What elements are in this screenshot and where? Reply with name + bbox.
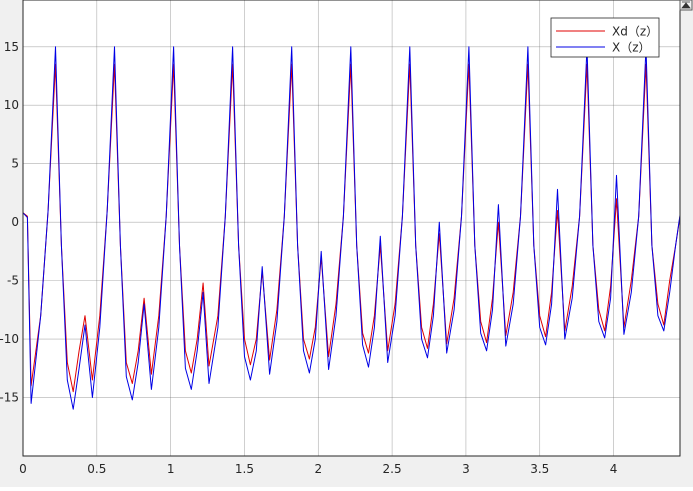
x-tick-label: 2.5 [383,462,402,476]
legend-label-x: X（z） [612,41,651,55]
legend-box [550,17,660,58]
axes-border [22,0,681,457]
y-tick-label: 10 [4,98,19,112]
y-tick-label: 0 [11,215,19,229]
y-tick-label: -5 [7,274,19,288]
restore-axes-icon [681,1,691,9]
y-tick-label: -15 [0,391,19,405]
x-tick-label: 2 [314,462,322,476]
y-tick-label: 15 [4,40,19,54]
x-tick-label: 0 [19,462,27,476]
series-layer [22,46,681,410]
legend-label-xd: Xd（z） [612,25,658,39]
y-tick-label: -10 [0,332,19,346]
tick-labels: 0 0.5 1 1.5 2 2.5 3 3.5 4 -15 -10 -5 0 5 10 15 [0,40,617,476]
x-tick-label: 3.5 [530,462,549,476]
x-tick-label: 3 [462,462,470,476]
y-tick-label: 5 [11,157,19,171]
x-tick-label: 4 [610,462,618,476]
legend[interactable]: Xd（z） X（z） [550,17,660,58]
x-tick-label: 1 [167,462,175,476]
x-tick-label: 1.5 [235,462,254,476]
series-line-x [22,46,681,410]
x-tick-label: 0.5 [87,462,106,476]
restore-view-button[interactable] [679,0,693,11]
